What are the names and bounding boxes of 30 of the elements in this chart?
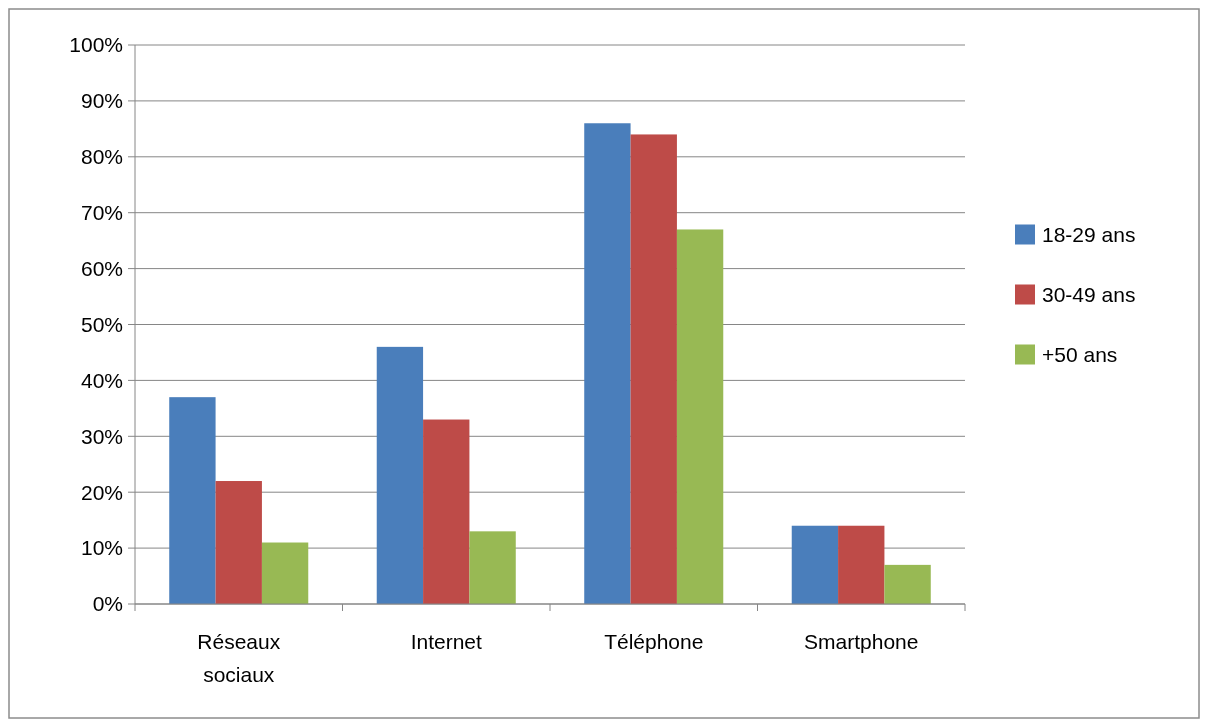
y-tick-label: 20% [80, 480, 123, 504]
bar [676, 229, 724, 604]
bar [215, 481, 262, 604]
bar [423, 419, 470, 604]
x-tick-label: Smartphone [804, 630, 919, 653]
y-tick-label: 60% [80, 256, 123, 280]
y-tick-label: 70% [80, 201, 123, 225]
bar [791, 525, 839, 604]
legend-label: 30-49 ans [1042, 282, 1136, 306]
y-tick-label: 90% [80, 89, 123, 113]
x-tick-label: Réseaux sociaux [197, 630, 281, 686]
bar [884, 564, 931, 604]
y-tick-label: 40% [80, 368, 123, 392]
bar [261, 542, 309, 604]
legend-label: +50 ans [1042, 342, 1118, 366]
y-tick-label: 50% [80, 312, 123, 336]
legend-label: 18-29 ans [1042, 222, 1136, 246]
bar [169, 397, 216, 604]
bar [469, 531, 516, 604]
bar [630, 134, 677, 604]
x-tick-label: Téléphone [604, 630, 704, 653]
y-tick-label: 80% [80, 145, 123, 169]
y-tick-label: 100% [69, 33, 123, 57]
y-tick-label: 30% [80, 424, 123, 448]
bar [376, 346, 424, 604]
bar [584, 123, 631, 604]
y-tick-label: 0% [92, 592, 123, 616]
x-tick-label: Internet [410, 630, 483, 653]
y-tick-label: 10% [80, 536, 123, 560]
bar [838, 525, 885, 604]
